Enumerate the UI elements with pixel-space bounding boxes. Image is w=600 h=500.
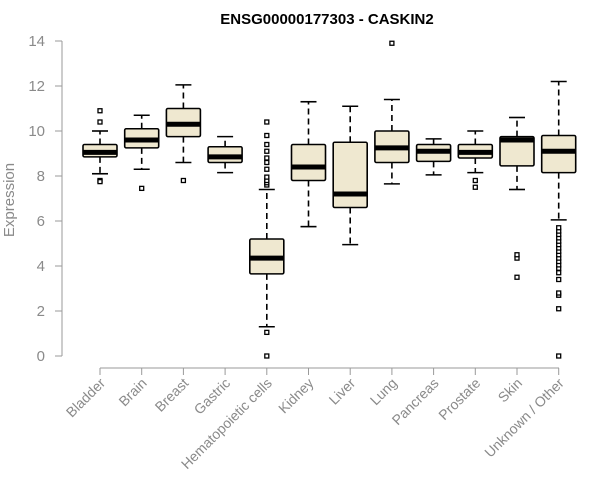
boxplot-series — [82, 40, 577, 359]
x-tick-label: Liver — [326, 375, 359, 408]
x-tick-label: Unknown / Other — [481, 375, 567, 461]
y-tick-label: 12 — [28, 78, 45, 95]
y-tick-label: 14 — [28, 33, 45, 50]
y-axis-label: Expression — [1, 163, 18, 237]
box-pancreas — [415, 138, 452, 176]
outlier-point — [264, 353, 270, 359]
box-skin — [499, 116, 535, 280]
box-iqr — [499, 135, 535, 167]
y-tick-label: 2 — [37, 303, 45, 320]
outlier-point — [264, 141, 270, 148]
box-prostate — [457, 130, 494, 190]
y-tick-label: 6 — [37, 213, 45, 230]
x-tick-label: Bladder — [63, 375, 109, 421]
outlier-point — [180, 177, 187, 184]
outlier-point — [97, 108, 103, 114]
outlier-point — [556, 290, 562, 296]
x-tick-label: Prostate — [435, 375, 483, 423]
x-tick-label: Brain — [115, 375, 149, 409]
outlier-point — [264, 132, 270, 139]
box-iqr — [332, 141, 369, 209]
box-gastric — [207, 135, 243, 174]
outlier-point — [97, 119, 103, 125]
box-hematopoietic-cells — [249, 119, 285, 359]
x-tick-label: Kidney — [275, 375, 317, 417]
outlier-point — [556, 225, 562, 231]
x-tick-label: Breast — [152, 375, 192, 415]
box-liver — [332, 105, 369, 246]
outlier-point — [556, 276, 562, 283]
y-tick-label: 10 — [28, 123, 45, 140]
box-unknown-other — [540, 80, 577, 359]
outlier-point — [556, 353, 562, 359]
y-tick-label: 0 — [37, 348, 45, 365]
outlier-point — [264, 119, 270, 125]
chart-title: ENSG00000177303 - CASKIN2 — [220, 11, 433, 28]
outlier-point — [389, 40, 395, 46]
y-axis: 0 2 4 6 8 10 12 14 — [28, 33, 63, 365]
outlier-point — [556, 306, 562, 312]
box-iqr — [540, 134, 577, 174]
box-bladder — [82, 108, 118, 185]
x-tick-label: Skin — [495, 375, 526, 406]
y-tick-label: 8 — [37, 168, 45, 185]
outlier-point — [264, 166, 270, 172]
y-tick-label: 4 — [37, 258, 45, 275]
box-brain — [123, 114, 160, 192]
box-kidney — [290, 100, 327, 228]
x-tick-label: Lung — [367, 375, 400, 408]
outlier-point — [472, 184, 478, 190]
outlier-point — [514, 274, 520, 280]
outlier-point — [97, 178, 103, 185]
outlier-point — [264, 329, 270, 336]
outlier-point — [264, 148, 270, 154]
outlier-point — [264, 159, 270, 166]
outlier-point — [556, 270, 562, 276]
box-iqr — [290, 143, 327, 182]
outlier-point — [472, 177, 478, 184]
outlier-point — [264, 174, 270, 180]
outlier-point — [514, 252, 520, 258]
outlier-point — [264, 155, 270, 161]
outlier-point — [139, 185, 145, 192]
box-lung — [374, 40, 410, 185]
box-breast — [165, 84, 202, 184]
